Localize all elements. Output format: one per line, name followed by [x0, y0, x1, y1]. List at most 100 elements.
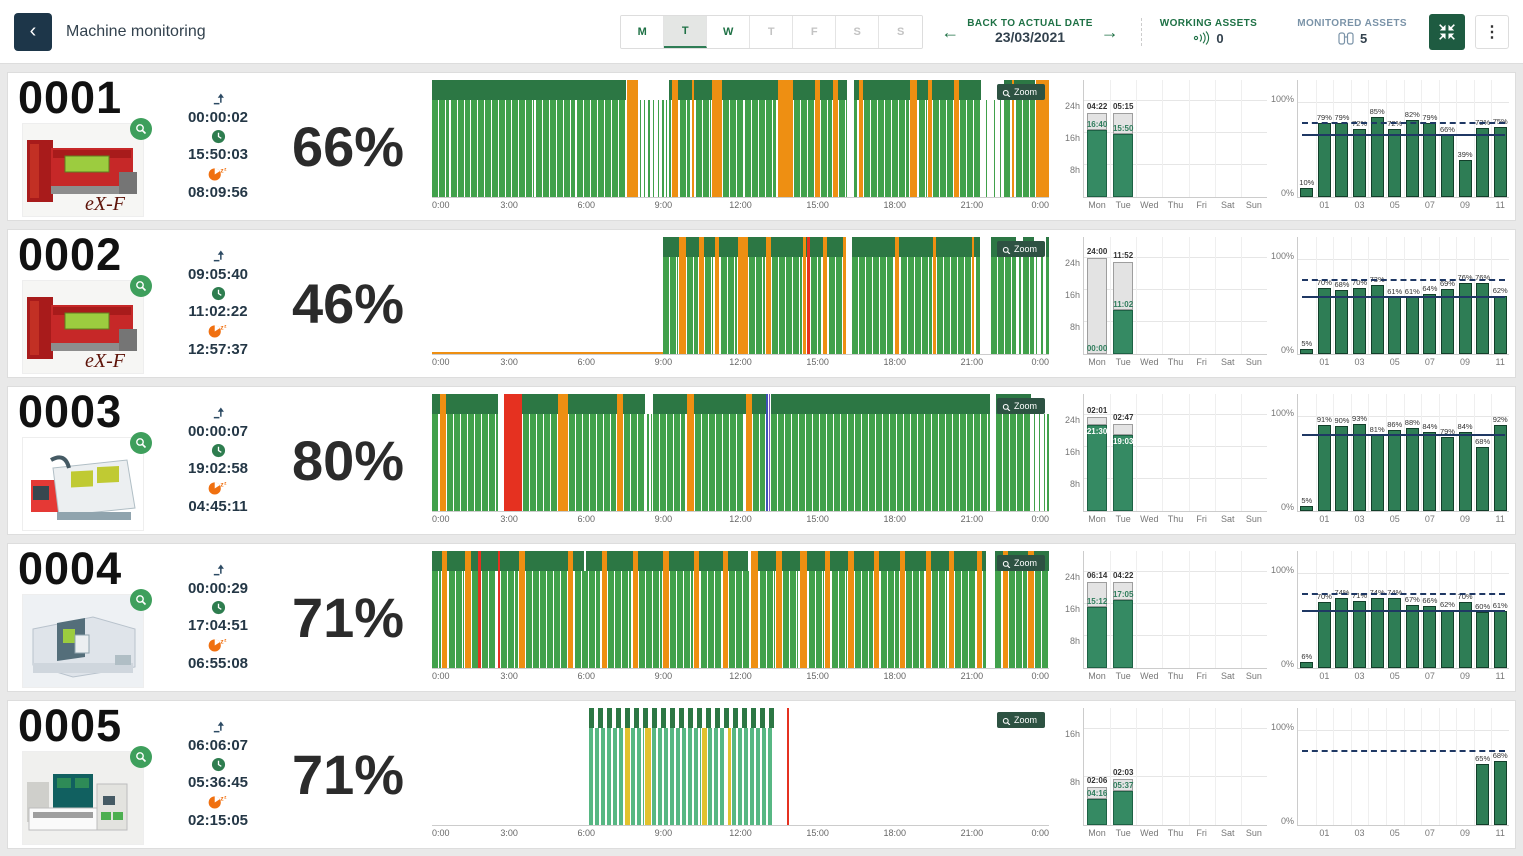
weekday-button-4[interactable]: F — [793, 15, 837, 48]
weekly-y-tick: 24h — [1064, 101, 1080, 111]
timeline-x-tick: 9:00 — [654, 828, 673, 838]
weekday-button-2[interactable]: W — [707, 15, 751, 48]
collapse-all-button[interactable] — [1429, 13, 1465, 50]
monthly-y-tick-0: 0% — [1280, 659, 1294, 669]
image-zoom-button[interactable] — [130, 275, 152, 297]
monthly-month-label: 03 — [1354, 357, 1365, 367]
weekday-button-6[interactable]: S — [879, 15, 923, 48]
timeline-segment — [815, 80, 821, 197]
timeline-segment — [768, 394, 771, 511]
back-button[interactable]: ‹ — [14, 12, 52, 51]
timeline-x-axis: 0:00 3:00 6:00 9:00 12:00 15:00 18:00 21:00 0:00 — [432, 355, 1049, 370]
weekly-gridline — [1084, 478, 1267, 479]
weekly-column-divider — [1240, 394, 1242, 511]
monthly-bar — [1405, 119, 1419, 197]
weekday-button-1[interactable]: T — [664, 15, 708, 48]
timeline-chart: Zoom 0:00 3:00 6:00 9:00 12:00 15:00 18:00 21:00… — [428, 232, 1055, 375]
kebab-icon: ⋮ — [1484, 23, 1500, 41]
timeline-zoom-button[interactable]: Zoom — [996, 241, 1045, 257]
timeline-zoom-button[interactable]: Zoom — [996, 84, 1045, 100]
weekly-day-label: Fri — [1196, 671, 1207, 681]
image-zoom-button[interactable] — [130, 746, 152, 768]
monthly-bar — [1370, 285, 1384, 354]
timeline-segment — [663, 551, 669, 668]
weekly-column-divider — [1188, 237, 1190, 354]
weekday-button-5[interactable]: S — [836, 15, 880, 48]
date-block[interactable]: BACK TO ACTUAL DATE 23/03/2021 — [967, 18, 1093, 45]
timeline-segment — [712, 80, 722, 197]
timeline-segment — [432, 413, 439, 511]
timeline-segment — [993, 99, 995, 197]
weekly-column-divider — [1110, 237, 1112, 354]
monthly-bar — [1300, 187, 1314, 197]
timeline-zoom-button[interactable]: Zoom — [996, 555, 1045, 571]
monthly-column-divider — [1333, 551, 1335, 668]
timeline-x-tick: 15:00 — [806, 514, 829, 524]
monthly-bar-label: 68% — [1492, 751, 1508, 761]
weekly-y-axis: 16h 8h — [1055, 708, 1083, 826]
timeline-x-tick: 12:00 — [729, 200, 752, 210]
monthly-bar-label: 72% — [1352, 119, 1368, 129]
timeline-segment — [807, 237, 810, 354]
monthly-bar — [1353, 288, 1367, 354]
timeline-segment — [686, 394, 694, 511]
monthly-bar — [1458, 282, 1472, 354]
monthly-average-line — [1302, 295, 1505, 298]
timeline-segment — [1033, 413, 1035, 511]
timeline-x-tick: 21:00 — [960, 828, 984, 838]
timeline-segment — [932, 570, 948, 668]
monthly-bar-label: 76% — [1457, 272, 1473, 282]
monthly-bar — [1458, 602, 1472, 668]
utilization-block: 71% — [268, 703, 428, 846]
monthly-column-divider — [1385, 394, 1387, 511]
timeline-segment — [1038, 413, 1040, 511]
image-zoom-button[interactable] — [130, 118, 152, 140]
monthly-bar — [1493, 424, 1507, 511]
monthly-column-divider — [1491, 708, 1493, 825]
weekly-column-divider — [1188, 80, 1190, 197]
timeline-x-tick: 3:00 — [500, 828, 518, 838]
timeline-zoom-button[interactable]: Zoom — [996, 712, 1045, 728]
timeline-segment — [955, 570, 976, 668]
timeline-zoom-button[interactable]: Zoom — [996, 398, 1045, 414]
monthly-average-line — [1302, 609, 1505, 612]
timeline-segment — [808, 570, 825, 668]
weekly-column-divider — [1240, 80, 1242, 197]
timeline-segment — [910, 80, 918, 197]
timeline-segment — [825, 551, 831, 668]
timeline-x-tick: 9:00 — [654, 200, 673, 210]
monthly-month-label: 07 — [1424, 671, 1435, 681]
monthly-column-divider — [1403, 708, 1405, 825]
machine-times: 09:05:40 11:02:22 z z 12:57:37 — [168, 232, 268, 375]
image-zoom-button[interactable] — [130, 589, 152, 611]
monthly-month-label: 11 — [1495, 200, 1505, 210]
timeline-x-tick: 15:00 — [806, 357, 829, 367]
previous-day-button[interactable]: ← — [941, 21, 960, 42]
svg-text:z: z — [220, 168, 224, 175]
more-options-button[interactable]: ⋮ — [1475, 14, 1509, 49]
image-zoom-button[interactable] — [130, 432, 152, 454]
monthly-column-divider — [1421, 551, 1423, 668]
next-day-button[interactable]: → — [1100, 21, 1119, 42]
monthly-chart: 100% 0% 65% 68% 01 03 05 07 09 11 — [1267, 703, 1509, 846]
monthly-x-labels: 01 03 05 07 09 11 — [1298, 514, 1509, 528]
weekly-column-divider — [1136, 708, 1138, 825]
timeline-x-tick: 6:00 — [577, 357, 596, 367]
weekday-button-0[interactable]: M — [621, 15, 665, 48]
monthly-column-divider — [1385, 237, 1387, 354]
timeline-x-tick: 15:00 — [806, 200, 829, 210]
timeline-segment — [720, 256, 737, 354]
timeline-segment — [663, 256, 678, 354]
monthly-bar — [1388, 129, 1402, 197]
monthly-bar-label: 92% — [1492, 414, 1508, 424]
utilization-percent: 80% — [291, 429, 405, 492]
timeline-segment — [737, 237, 748, 354]
idle-time-value: 02:15:05 — [187, 811, 249, 829]
timeline-x-tick: 18:00 — [883, 200, 907, 210]
timeline-segment — [691, 80, 694, 197]
timeline-segment — [439, 394, 447, 511]
weekday-button-3[interactable]: T — [750, 15, 794, 48]
weekly-day-label: Fri — [1196, 828, 1207, 838]
